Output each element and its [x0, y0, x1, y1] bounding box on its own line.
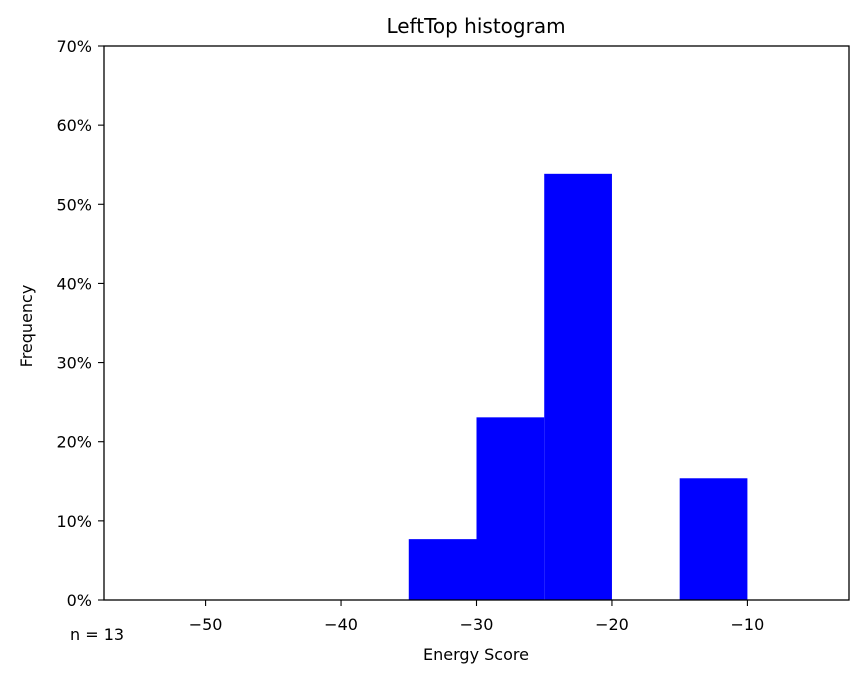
- chart-title: LeftTop histogram: [386, 14, 565, 38]
- y-tick-label: 60%: [56, 116, 92, 135]
- y-tick-label: 70%: [56, 37, 92, 56]
- histogram-bars: [408, 173, 748, 600]
- y-axis: 0% 10% 20% 30% 40% 50% 60% 70%: [56, 37, 104, 610]
- y-tick-label: 20%: [56, 433, 92, 452]
- x-tick-label: −50: [189, 615, 223, 634]
- histogram-bar-3: [679, 478, 748, 600]
- y-tick-label: 10%: [56, 512, 92, 531]
- x-axis-label: Energy Score: [423, 645, 529, 664]
- x-tick-label: −20: [595, 615, 629, 634]
- histogram-bar-0: [408, 539, 477, 600]
- y-tick-label: 50%: [56, 195, 92, 214]
- y-tick-label: 0%: [67, 591, 92, 610]
- sample-size-note: n = 13: [70, 625, 124, 644]
- x-axis: −50 −40 −30 −20 −10: [189, 600, 765, 634]
- x-tick-label: −10: [731, 615, 765, 634]
- y-axis-label: Frequency: [17, 285, 36, 368]
- x-tick-label: −30: [460, 615, 494, 634]
- y-tick-label: 30%: [56, 354, 92, 373]
- x-tick-label: −40: [324, 615, 358, 634]
- histogram-bar-2: [544, 173, 612, 600]
- histogram-bar-1: [476, 417, 545, 600]
- y-tick-label: 40%: [56, 274, 92, 293]
